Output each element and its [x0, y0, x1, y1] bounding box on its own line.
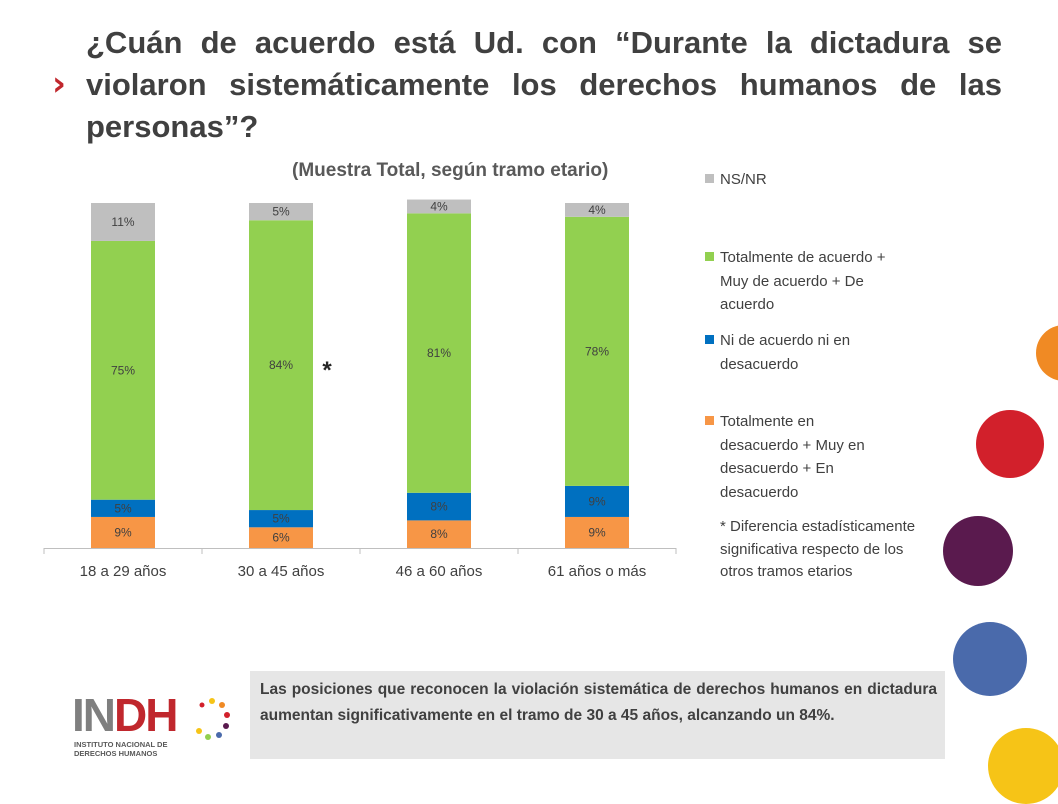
- data-label: 5%: [114, 501, 132, 515]
- data-label: 81%: [427, 346, 451, 360]
- data-label: 75%: [111, 363, 135, 377]
- conclusion-box: Las posiciones que reconocen la violació…: [250, 671, 945, 759]
- data-label: 6%: [272, 531, 290, 545]
- bar-segment: [249, 203, 313, 221]
- significance-footnote: * Diferencia estadísticamente significat…: [720, 518, 916, 580]
- data-label: 4%: [588, 203, 606, 217]
- bar-segment: [407, 199, 471, 214]
- x-tick-label: 30 a 45 años: [238, 563, 325, 580]
- bar-segment: [565, 216, 629, 486]
- legend-item-neutral: Ni de acuerdo ni en desacuerdo: [705, 329, 886, 376]
- bar-segment: [249, 510, 313, 528]
- bar-segment: [407, 492, 471, 521]
- bar-segment: [91, 516, 155, 548]
- title-bullet-icon: ›: [52, 64, 67, 104]
- legend-label-acuerdo: Totalmente de acuerdo + Muy de acuerdo +…: [720, 249, 886, 313]
- legend-swatch-nsnr: [705, 174, 714, 183]
- data-label: 84%: [269, 358, 293, 372]
- data-label: 5%: [272, 512, 290, 526]
- bar-segment: [407, 520, 471, 548]
- decor-circle-orange: [1036, 325, 1058, 381]
- data-label: 9%: [114, 525, 132, 539]
- data-label: 9%: [588, 494, 606, 508]
- indh-logo: INDH INSTITUTO NACIONAL DE DERECHOS HUMA…: [72, 688, 232, 768]
- chart-subtitle: (Muestra Total, según tramo etario): [292, 160, 609, 181]
- bar-segment: [249, 527, 313, 548]
- legend-swatch-desacuerdo: [705, 416, 714, 425]
- page-title: ¿Cuán de acuerdo está Ud. con “Durante l…: [86, 25, 1002, 144]
- legend-item-desacuerdo: Totalmente en desacuerdo + Muy en desacu…: [705, 410, 891, 504]
- data-label: 8%: [430, 527, 448, 541]
- logo-subtitle: INSTITUTO NACIONAL DE DERECHOS HUMANOS: [74, 740, 168, 758]
- x-tick-label: 46 a 60 años: [396, 563, 483, 580]
- bar-segment: [565, 203, 629, 217]
- data-label: 8%: [430, 500, 448, 514]
- significance-marker: *: [322, 357, 332, 384]
- bar-segment: [565, 485, 629, 517]
- data-label: 11%: [111, 215, 134, 229]
- legend-item-nsnr: NS/NR: [705, 168, 767, 192]
- logo-wordmark: INDH: [72, 689, 178, 741]
- legend-label-desacuerdo: Totalmente en desacuerdo + Muy en desacu…: [720, 413, 865, 501]
- legend-label-neutral: Ni de acuerdo ni en desacuerdo: [720, 332, 851, 373]
- bar-segment: [249, 220, 313, 511]
- legend-swatch-acuerdo: [705, 252, 714, 261]
- data-label: 9%: [588, 525, 606, 539]
- legend-swatch-neutral: [705, 335, 714, 344]
- legend-item-acuerdo: Totalmente de acuerdo + Muy de acuerdo +…: [705, 246, 906, 317]
- decor-circle-blue: [953, 622, 1027, 696]
- bar-segment: [91, 499, 155, 517]
- bar-segment: [565, 516, 629, 548]
- data-label: 5%: [272, 205, 290, 219]
- decor-circle-yellow: [988, 728, 1058, 804]
- data-label: 78%: [585, 344, 609, 358]
- data-label: 4%: [430, 199, 448, 213]
- decor-circle-purple: [943, 516, 1013, 586]
- x-tick-label: 61 años o más: [548, 563, 646, 580]
- bar-segment: [407, 213, 471, 493]
- x-tick-label: 18 a 29 años: [80, 563, 167, 580]
- legend-label-nsnr: NS/NR: [720, 171, 767, 188]
- bar-segment: [91, 203, 155, 241]
- logo-dots-icon: [196, 698, 230, 740]
- bar-segment: [91, 240, 155, 500]
- decor-circle-red: [976, 410, 1044, 478]
